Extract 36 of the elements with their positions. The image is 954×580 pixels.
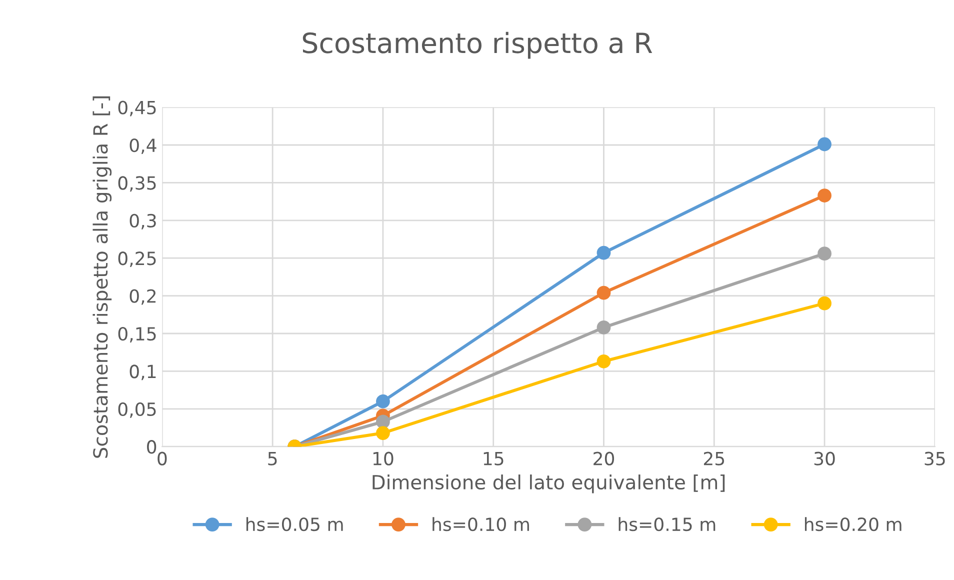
y-tick-label: 0,25 [118, 252, 156, 268]
y-tick-label: 0,35 [118, 176, 156, 192]
y-tick-label: 0,1 [130, 364, 156, 380]
point [818, 188, 832, 202]
x-tick-label: 10 [373, 452, 394, 466]
point [818, 137, 832, 152]
x-tick-label: 0 [158, 452, 167, 466]
point [376, 394, 390, 408]
point [596, 286, 611, 300]
y-tick-label: 0,3 [130, 214, 156, 230]
x-tick-label: 25 [704, 452, 724, 466]
x-tick-label: 30 [814, 452, 835, 466]
y-tick-label: 0,15 [118, 326, 156, 342]
y-tick-label: 0,45 [118, 100, 156, 116]
legend-label: hs=0.10 m [432, 517, 529, 532]
legend-label: hs=0.15 m [618, 517, 716, 532]
y-axis-title: Scostamento rispetto alla griglia R [-] [92, 96, 112, 458]
legend-label: hs=0.05 m [246, 517, 343, 532]
y-tick-label: 0,4 [130, 138, 156, 154]
y-tick-label: 0,05 [118, 402, 156, 418]
point [596, 320, 611, 334]
x-tick-label: 35 [924, 452, 945, 466]
point [596, 246, 611, 260]
point [596, 354, 611, 368]
point [376, 414, 390, 429]
y-tick-label: 0,2 [130, 289, 156, 305]
point [818, 296, 832, 310]
chart-title: Scostamento rispetto a R [302, 32, 652, 59]
x-axis-title: Dimensione del lato equivalente [m] [372, 474, 725, 494]
point [818, 246, 832, 261]
point [376, 426, 390, 440]
x-tick-label: 5 [268, 452, 277, 466]
x-tick-label: 15 [484, 452, 504, 466]
x-tick-label: 20 [594, 452, 614, 466]
y-tick-label: 0 [147, 440, 156, 454]
legend-label: hs=0.20 m [804, 517, 902, 532]
